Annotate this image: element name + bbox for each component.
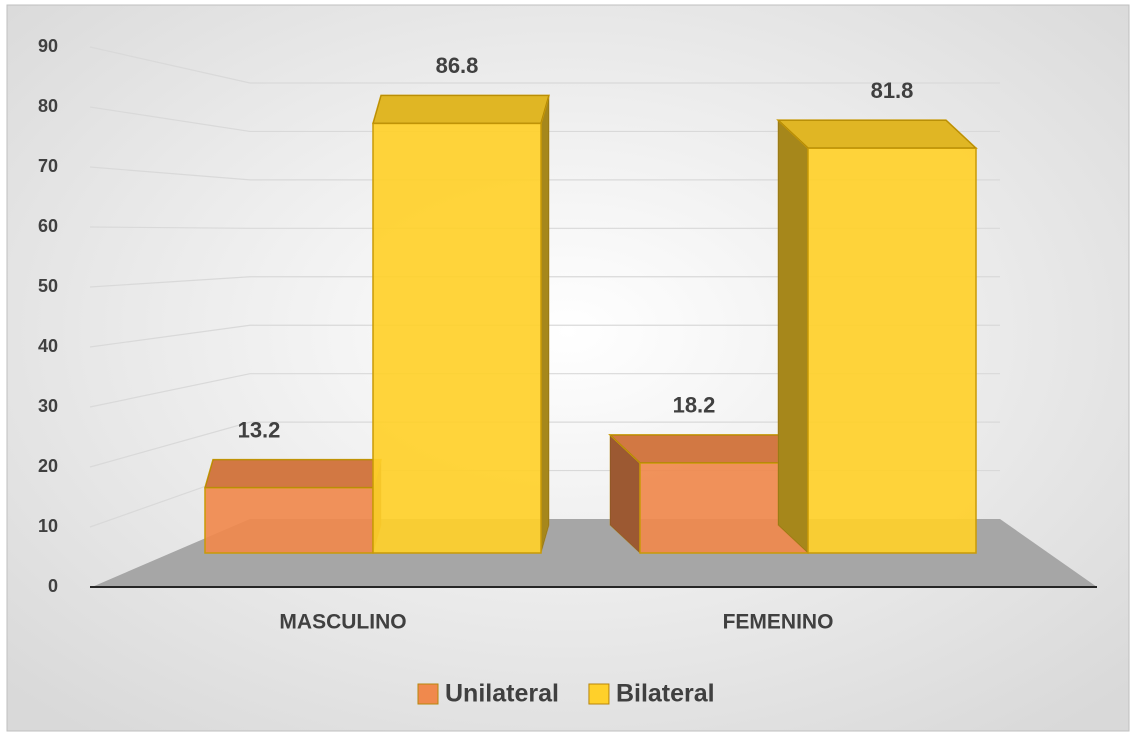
legend-swatch bbox=[417, 683, 439, 705]
bar-top-shade bbox=[205, 459, 381, 488]
y-tick-label: 30 bbox=[38, 396, 58, 416]
y-tick-label: 60 bbox=[38, 216, 58, 236]
grid-line bbox=[89, 166, 1000, 181]
bar-top-shade bbox=[373, 95, 549, 124]
bar bbox=[204, 486, 374, 554]
bar bbox=[807, 147, 977, 554]
bar-top-shade bbox=[778, 120, 976, 149]
data-label: 18.2 bbox=[673, 393, 716, 418]
grid-line bbox=[89, 46, 1000, 84]
grid-line bbox=[89, 106, 1000, 133]
bar-side-shade bbox=[778, 120, 808, 553]
y-tick-label: 40 bbox=[38, 336, 58, 356]
y-tick-label: 0 bbox=[48, 576, 58, 596]
y-tick-label: 70 bbox=[38, 156, 58, 176]
bar-side-shade bbox=[541, 95, 549, 553]
x-tick-label: FEMENINO bbox=[723, 611, 834, 634]
bar-side-shade bbox=[610, 434, 640, 553]
x-tick-label: MASCULINO bbox=[279, 611, 406, 634]
bar-top-shade bbox=[610, 434, 808, 463]
data-label: 86.8 bbox=[436, 53, 479, 78]
data-label: 13.2 bbox=[238, 417, 281, 442]
legend-label: Bilateral bbox=[616, 680, 715, 708]
grid-line bbox=[89, 276, 1000, 288]
bar-top bbox=[776, 119, 978, 149]
y-tick-label: 10 bbox=[38, 516, 58, 536]
y-tick-label: 20 bbox=[38, 456, 58, 476]
y-tick-label: 80 bbox=[38, 96, 58, 116]
legend-swatch bbox=[588, 683, 610, 705]
grid-line bbox=[89, 324, 1000, 348]
y-tick-label: 90 bbox=[38, 36, 58, 56]
grid-line bbox=[89, 373, 1000, 408]
bar-top bbox=[372, 94, 550, 125]
data-label: 81.8 bbox=[871, 78, 914, 103]
y-tick-label: 50 bbox=[38, 276, 58, 296]
legend-label: Unilateral bbox=[445, 680, 559, 708]
grid-line bbox=[89, 226, 1000, 229]
grid-line bbox=[89, 421, 1000, 468]
bar bbox=[372, 122, 542, 554]
